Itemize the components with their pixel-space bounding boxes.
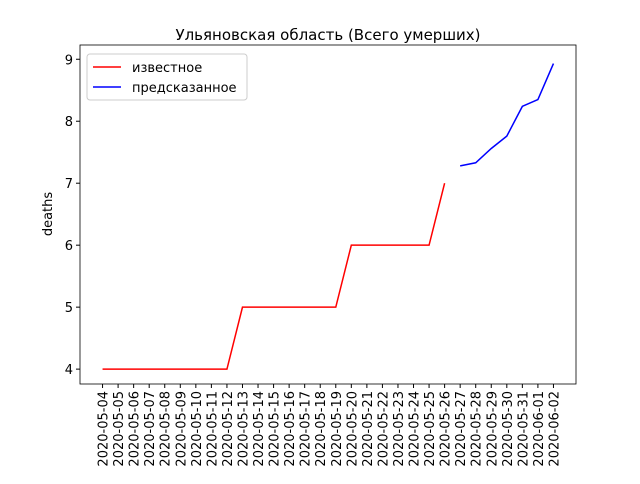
y-tick-label: 7 xyxy=(65,177,73,192)
x-tick-label: 2020-05-17 xyxy=(299,391,314,467)
x-tick-label: 2020-05-22 xyxy=(376,391,391,467)
plot-frame xyxy=(79,44,577,385)
x-tick-label: 2020-05-06 xyxy=(128,391,143,467)
x-tick-label: 2020-05-25 xyxy=(423,391,438,467)
x-tick-label: 2020-05-08 xyxy=(159,391,174,467)
x-tick-label: 2020-05-21 xyxy=(361,391,376,467)
x-tick-label: 2020-05-19 xyxy=(330,391,345,467)
x-tick-label: 2020-05-09 xyxy=(174,391,189,467)
x-tick-label: 2020-05-20 xyxy=(345,391,360,467)
x-tick-label: 2020-05-16 xyxy=(283,391,298,467)
x-tick-label: 2020-05-28 xyxy=(470,391,485,467)
x-tick-label: 2020-05-04 xyxy=(97,391,112,467)
y-tick-label: 5 xyxy=(65,301,73,316)
y-tick-label: 4 xyxy=(65,363,73,378)
x-tick-label: 2020-05-18 xyxy=(314,391,329,467)
x-tick-label: 2020-05-12 xyxy=(221,391,236,467)
x-tick-label: 2020-05-05 xyxy=(112,391,127,467)
x-tick-label: 2020-05-11 xyxy=(205,391,220,467)
y-tick-label: 8 xyxy=(65,115,73,130)
y-tick-label: 6 xyxy=(65,239,73,254)
x-tick-label: 2020-05-23 xyxy=(392,391,407,467)
x-tick-label: 2020-05-27 xyxy=(454,391,469,467)
y-axis-label: deaths xyxy=(41,192,56,237)
x-tick-label: 2020-05-07 xyxy=(143,391,158,467)
x-tick-label: 2020-05-14 xyxy=(252,391,267,467)
x-tick-label: 2020-05-10 xyxy=(190,391,205,467)
y-tick-label: 9 xyxy=(65,53,73,68)
legend-box xyxy=(86,53,248,101)
x-tick-label: 2020-06-02 xyxy=(547,391,562,467)
line-series xyxy=(460,63,555,167)
x-tick-label: 2020-06-01 xyxy=(532,391,547,467)
x-tick-label: 2020-05-29 xyxy=(485,391,500,467)
legend-label: известное xyxy=(132,61,202,76)
legend-label: предсказанное xyxy=(132,81,237,96)
line-series xyxy=(102,183,446,370)
x-tick-label: 2020-05-30 xyxy=(501,391,516,467)
x-tick-label: 2020-05-15 xyxy=(268,391,283,467)
x-tick-label: 2020-05-13 xyxy=(236,391,251,467)
x-tick-label: 2020-05-24 xyxy=(408,391,423,467)
x-tick-label: 2020-05-31 xyxy=(516,391,531,467)
x-tick-label: 2020-05-26 xyxy=(439,391,454,467)
chart-title: Ульяновская область (Всего умерших) xyxy=(175,26,480,44)
